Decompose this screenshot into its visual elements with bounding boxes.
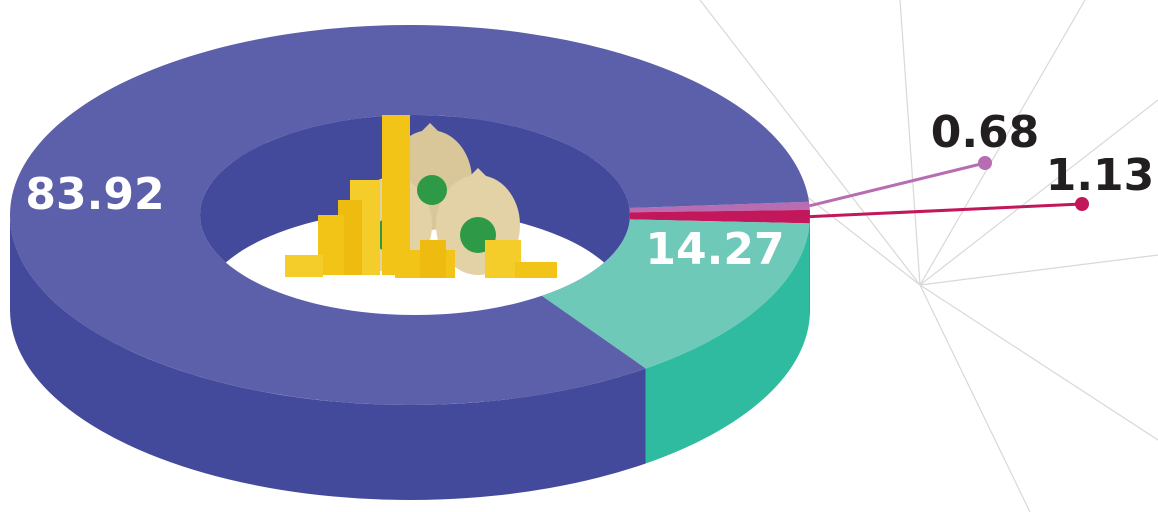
value-label: 1.13 [1046, 150, 1155, 201]
leader-line [810, 204, 1082, 217]
value-label: 83.92 [25, 169, 164, 220]
value-label: 14.27 [645, 224, 784, 275]
leader-dot [978, 156, 992, 170]
leader-line [810, 163, 985, 206]
chart: 0.681.13 14.27 83.92 [0, 0, 1158, 512]
value-label: 0.68 [931, 107, 1040, 158]
